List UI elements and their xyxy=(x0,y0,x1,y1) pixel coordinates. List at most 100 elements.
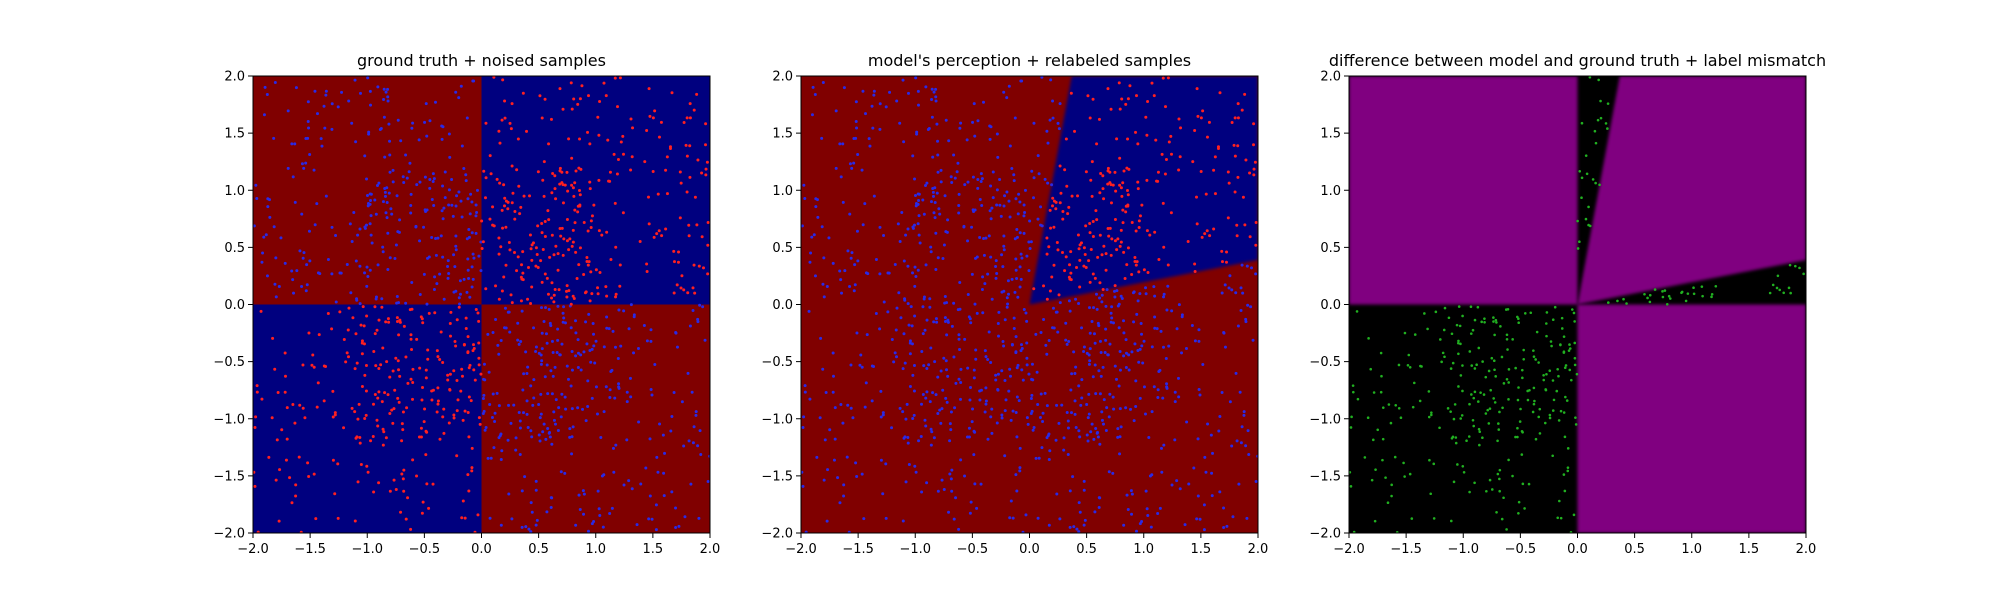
x-tick-label: 0.5 xyxy=(528,542,549,557)
data-point xyxy=(632,351,636,355)
data-point xyxy=(1111,183,1115,187)
data-point xyxy=(521,250,525,254)
data-point xyxy=(1138,292,1142,296)
data-point xyxy=(1088,306,1092,310)
data-point xyxy=(1045,252,1049,256)
data-point xyxy=(301,406,305,410)
data-point xyxy=(930,115,934,119)
data-point xyxy=(399,510,403,514)
data-point xyxy=(930,97,934,101)
data-point xyxy=(286,109,290,113)
mismatch-point xyxy=(1700,285,1704,288)
data-point xyxy=(632,313,636,317)
data-point xyxy=(586,263,590,267)
data-point xyxy=(923,328,927,332)
data-point xyxy=(983,410,987,414)
data-point xyxy=(430,236,434,240)
data-point xyxy=(353,367,357,371)
mismatch-point xyxy=(1646,296,1649,300)
data-point xyxy=(1077,501,1081,505)
data-point xyxy=(539,362,543,366)
data-point xyxy=(330,225,334,229)
data-point xyxy=(1018,200,1022,204)
data-point xyxy=(1252,122,1256,126)
data-point xyxy=(907,462,911,466)
data-point xyxy=(1126,193,1130,197)
data-point xyxy=(503,116,507,120)
data-point xyxy=(1227,181,1231,185)
data-point xyxy=(317,333,321,337)
mismatch-point xyxy=(1661,295,1665,299)
data-point xyxy=(627,479,631,483)
data-point xyxy=(1121,181,1125,185)
data-point xyxy=(1233,190,1237,194)
data-point xyxy=(1111,471,1115,475)
data-point xyxy=(440,124,444,128)
data-point xyxy=(1115,137,1119,141)
mismatch-point xyxy=(1473,481,1476,485)
data-point xyxy=(454,204,458,208)
data-point xyxy=(324,89,328,93)
data-point xyxy=(280,428,284,432)
data-point xyxy=(1015,366,1019,370)
mismatch-point xyxy=(1529,311,1533,315)
data-point xyxy=(461,499,465,503)
data-point xyxy=(1211,451,1215,455)
data-point xyxy=(438,437,442,441)
data-point xyxy=(415,474,419,478)
data-point xyxy=(567,289,571,293)
data-point xyxy=(988,209,992,213)
data-point xyxy=(928,400,932,404)
mismatch-point xyxy=(1490,356,1494,360)
data-point xyxy=(545,510,549,514)
mismatch-point xyxy=(1556,367,1559,371)
data-point xyxy=(590,522,594,526)
data-point xyxy=(1078,435,1082,439)
data-point xyxy=(300,212,304,216)
data-point xyxy=(293,142,297,146)
data-point xyxy=(1098,296,1102,300)
data-point xyxy=(924,396,928,400)
mismatch-point xyxy=(1352,530,1356,533)
data-point xyxy=(966,366,970,370)
data-point xyxy=(537,433,541,437)
data-point xyxy=(649,387,653,391)
data-point xyxy=(471,349,475,353)
data-point xyxy=(804,530,808,533)
data-point xyxy=(1235,234,1239,238)
mismatch-point xyxy=(1566,466,1570,469)
mismatch-point xyxy=(1802,272,1805,276)
data-point xyxy=(433,311,437,315)
data-point xyxy=(1019,349,1023,353)
data-point xyxy=(448,155,452,159)
mismatch-point xyxy=(1457,339,1460,343)
data-point xyxy=(354,140,358,144)
mismatch-point xyxy=(1449,410,1452,413)
data-point xyxy=(255,390,259,394)
data-point xyxy=(1150,410,1154,414)
data-point xyxy=(672,260,676,264)
data-point xyxy=(469,399,473,403)
data-point xyxy=(1006,302,1010,306)
mismatch-point xyxy=(1496,472,1500,476)
mismatch-point xyxy=(1526,389,1529,393)
mismatch-point xyxy=(1349,471,1352,474)
data-point xyxy=(1010,277,1014,281)
data-point xyxy=(933,186,937,190)
data-point xyxy=(870,399,874,403)
data-point xyxy=(1205,229,1209,233)
mismatch-point xyxy=(1419,364,1422,368)
data-point xyxy=(1002,204,1006,208)
data-point xyxy=(1124,366,1128,370)
data-point xyxy=(1153,230,1157,234)
data-point xyxy=(312,168,316,172)
data-point xyxy=(540,331,544,335)
data-point xyxy=(1067,205,1071,209)
data-point xyxy=(1126,97,1130,101)
data-point xyxy=(357,402,361,406)
data-point xyxy=(963,474,967,478)
data-point xyxy=(1051,99,1055,103)
data-point xyxy=(1092,306,1096,310)
mismatch-point xyxy=(1543,421,1547,425)
y-tick-label: −2.0 xyxy=(213,527,245,542)
